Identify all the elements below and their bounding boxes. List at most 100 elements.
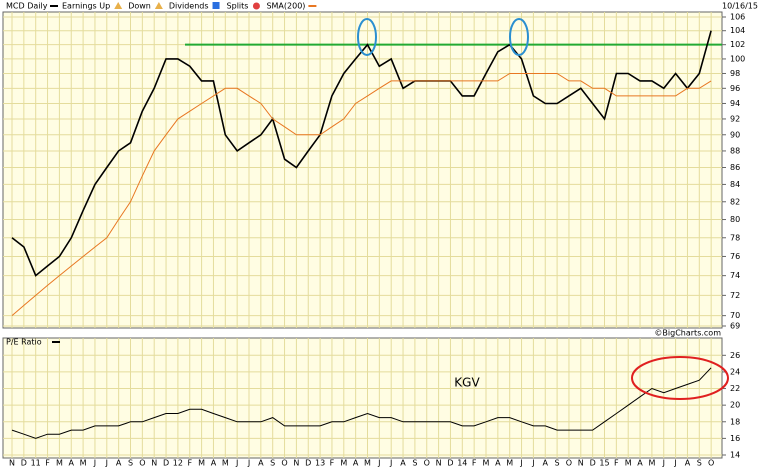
y-tick-label: 72: [730, 291, 740, 300]
y-tick-label: 82: [730, 197, 740, 206]
y-tick-label: 18: [730, 417, 740, 426]
x-tick-label: S: [412, 459, 417, 468]
x-tick-label: F: [472, 459, 477, 468]
y-tick-label: 86: [730, 163, 740, 172]
x-tick-label: A: [495, 459, 501, 468]
x-tick-label: S: [128, 459, 133, 468]
legend-label: Earnings Up: [62, 2, 110, 11]
x-tick-label: A: [400, 459, 406, 468]
date: 10/16/15: [722, 2, 758, 11]
x-tick-label: A: [258, 459, 264, 468]
x-tick-label: N: [578, 459, 584, 468]
x-tick-label: A: [637, 459, 643, 468]
y-tick-label: 88: [730, 146, 740, 155]
x-tick-label: 14: [457, 459, 467, 468]
x-tick-label: M: [506, 459, 513, 468]
y-tick-label: 92: [730, 114, 740, 123]
y-tick-label: 84: [730, 180, 740, 189]
x-tick-label: D: [21, 459, 27, 468]
series-line: [11, 367, 712, 439]
annotation: KGV: [454, 376, 480, 390]
x-tick-label: S: [555, 459, 560, 468]
x-tick-label: J: [235, 459, 238, 468]
y-tick-label: 22: [730, 384, 740, 393]
x-tick-label: J: [673, 459, 676, 468]
x-tick-label: S: [270, 459, 275, 468]
y-tick-label: 69: [730, 322, 740, 331]
highlight-circle: [509, 18, 529, 56]
legend-label: Down: [128, 2, 151, 11]
x-tick-label: A: [69, 459, 75, 468]
highlight-circle: [357, 18, 377, 56]
x-tick-label: N: [151, 459, 157, 468]
x-tick-label: M: [80, 459, 87, 468]
x-tick-label: J: [247, 459, 250, 468]
x-tick-label: M: [483, 459, 490, 468]
series-line: [11, 73, 712, 316]
x-tick-label: O: [708, 459, 714, 468]
y-tick-label: 104: [730, 26, 745, 35]
legend-marker: [154, 2, 163, 9]
legend-label: Dividends: [169, 2, 209, 11]
legend-label: SMA(200): [266, 2, 305, 11]
x-tick-label: A: [116, 459, 122, 468]
y-tick-label: 76: [730, 252, 740, 261]
x-tick-label: D: [305, 459, 311, 468]
x-tick-label: M: [56, 459, 63, 468]
x-tick-label: A: [211, 459, 217, 468]
price-title: MCD Daily: [6, 2, 48, 11]
y-tick-label: 78: [730, 233, 740, 242]
x-tick-label: N: [9, 459, 15, 468]
source: ©BigCharts.com: [654, 329, 721, 338]
x-tick-label: D: [447, 459, 453, 468]
y-tick-label: 102: [730, 40, 745, 49]
x-tick-label: A: [685, 459, 691, 468]
y-tick-label: 14: [730, 451, 740, 460]
x-tick-label: N: [293, 459, 299, 468]
x-tick-label: J: [377, 459, 380, 468]
x-tick-label: O: [424, 459, 430, 468]
legend-marker: [252, 2, 260, 10]
x-tick-label: D: [590, 459, 596, 468]
x-tick-label: 11: [31, 459, 41, 468]
x-tick-label: 13: [315, 459, 325, 468]
y-tick-label: 20: [730, 401, 740, 410]
x-tick-label: 15: [599, 459, 609, 468]
x-tick-label: O: [139, 459, 145, 468]
y-tick-label: 90: [730, 130, 740, 139]
highlight-ellipse: [631, 356, 729, 400]
x-tick-label: M: [364, 459, 371, 468]
pe-panel: [2, 337, 723, 459]
legend-label: Splits: [227, 2, 249, 11]
legend-marker: [212, 2, 220, 9]
y-tick-label: 94: [730, 99, 740, 108]
y-tick-label: 96: [730, 84, 740, 93]
x-tick-label: F: [45, 459, 50, 468]
y-tick-label: 26: [730, 351, 740, 360]
x-tick-label: J: [531, 459, 534, 468]
x-tick-label: S: [697, 459, 702, 468]
x-tick-label: M: [625, 459, 632, 468]
x-tick-label: F: [614, 459, 619, 468]
x-tick-label: M: [340, 459, 347, 468]
x-tick-label: N: [436, 459, 442, 468]
y-tick-label: 70: [730, 311, 740, 320]
x-tick-label: M: [198, 459, 205, 468]
x-tick-label: O: [566, 459, 572, 468]
y-tick-label: 16: [730, 434, 740, 443]
x-tick-label: J: [519, 459, 522, 468]
x-tick-label: M: [222, 459, 229, 468]
y-tick-label: 98: [730, 69, 740, 78]
y-tick-label: 80: [730, 215, 740, 224]
x-tick-label: D: [163, 459, 169, 468]
x-tick-label: 12: [173, 459, 183, 468]
x-tick-label: A: [543, 459, 549, 468]
x-tick-label: J: [105, 459, 108, 468]
x-tick-label: F: [187, 459, 192, 468]
x-tick-label: O: [281, 459, 287, 468]
pe-title: P/E Ratio: [6, 338, 42, 347]
x-tick-label: A: [353, 459, 359, 468]
y-tick-label: 100: [730, 54, 745, 63]
x-tick-label: J: [662, 459, 665, 468]
